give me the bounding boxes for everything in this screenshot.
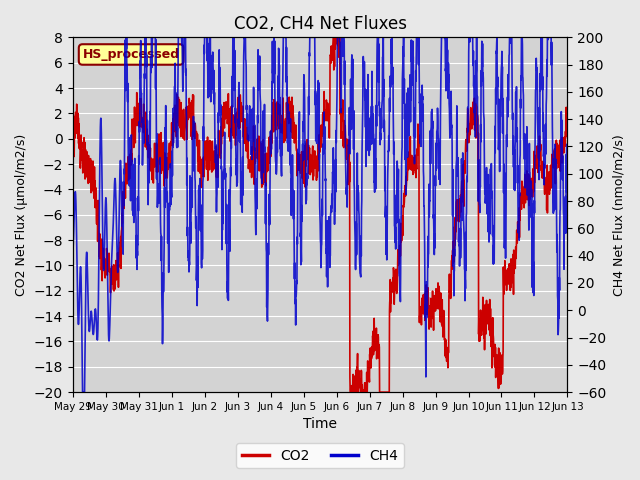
- Y-axis label: CH4 Net Flux (nmol/m2/s): CH4 Net Flux (nmol/m2/s): [612, 134, 625, 296]
- Title: CO2, CH4 Net Fluxes: CO2, CH4 Net Fluxes: [234, 15, 406, 33]
- Y-axis label: CO2 Net Flux (μmol/m2/s): CO2 Net Flux (μmol/m2/s): [15, 133, 28, 296]
- X-axis label: Time: Time: [303, 418, 337, 432]
- Text: HS_processed: HS_processed: [83, 48, 180, 61]
- Legend: CO2, CH4: CO2, CH4: [236, 443, 404, 468]
